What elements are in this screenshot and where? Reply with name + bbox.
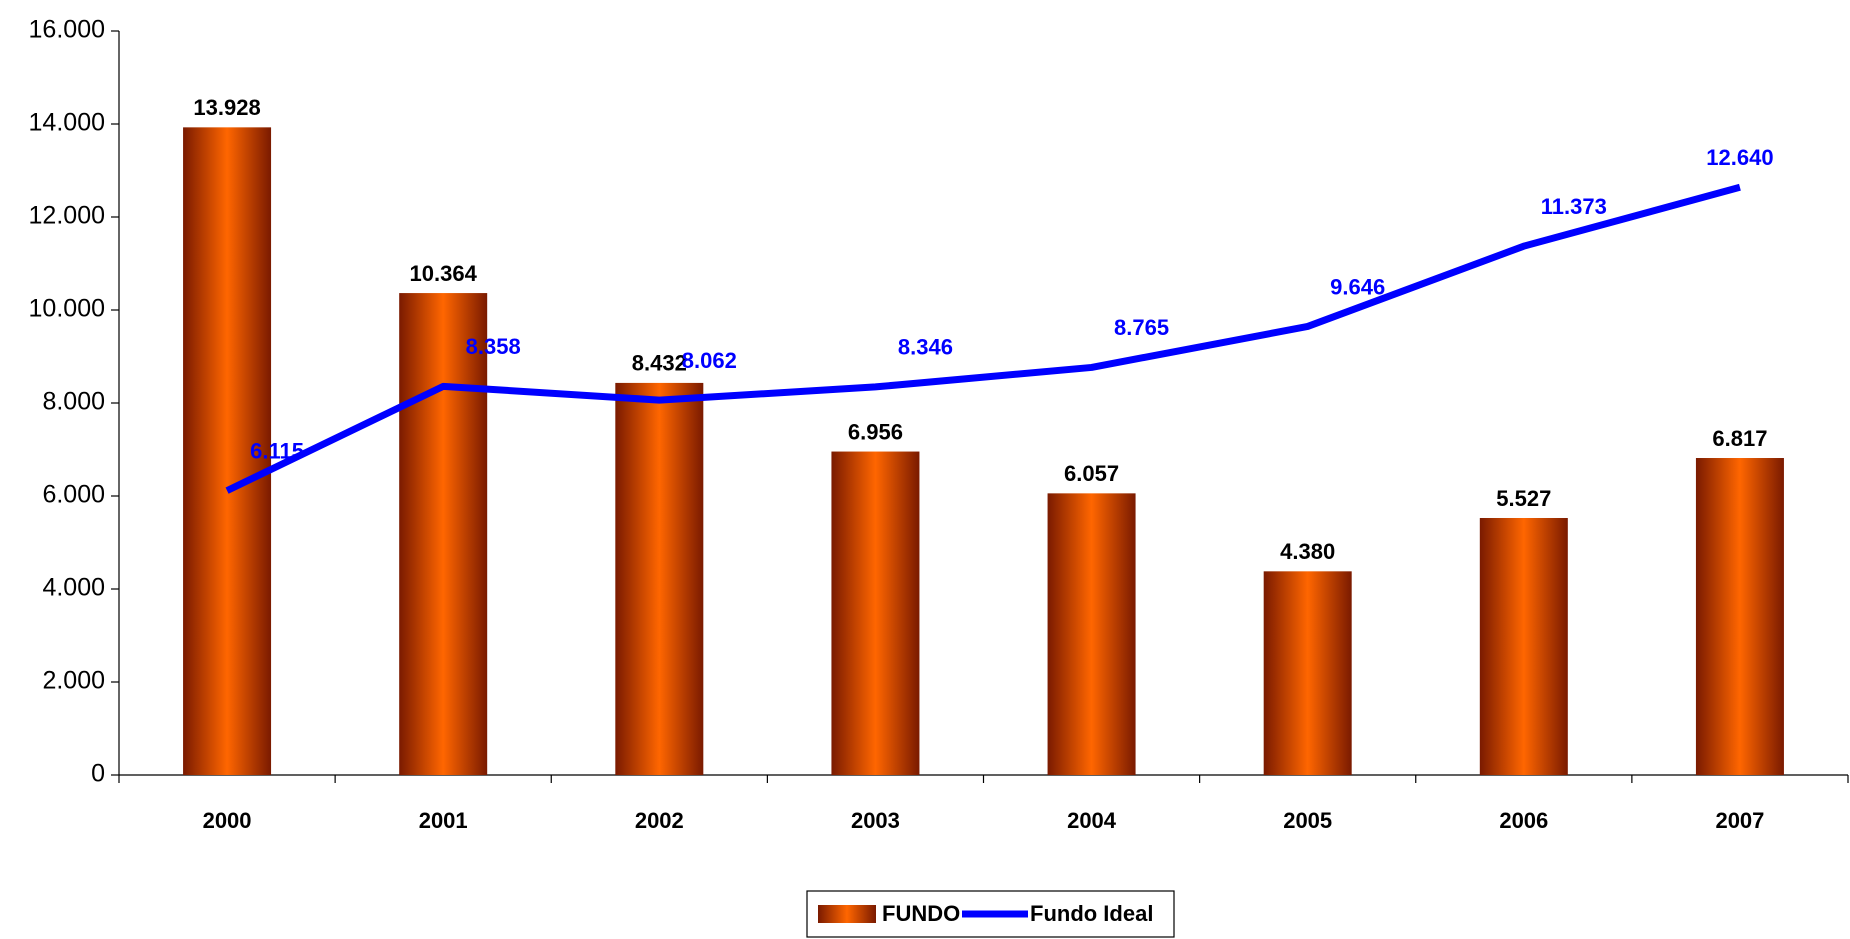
bar: [183, 127, 272, 775]
bar-value-label: 6.817: [1712, 426, 1767, 451]
legend-label: Fundo Ideal: [1030, 901, 1153, 926]
bar: [615, 382, 704, 775]
legend-label: FUNDO: [882, 901, 960, 926]
bar: [831, 451, 920, 775]
bar: [1047, 493, 1136, 775]
bar-value-label: 8.432: [632, 351, 687, 376]
line-value-label: 12.640: [1706, 145, 1773, 170]
bar-value-label: 6.956: [848, 419, 903, 444]
x-tick-label: 2005: [1283, 808, 1332, 833]
y-tick-label: 12.000: [29, 202, 105, 230]
bar-value-label: 6.057: [1064, 461, 1119, 486]
line-value-label: 8.358: [466, 334, 521, 359]
y-tick-label: 16.000: [29, 16, 105, 44]
line-value-label: 6.115: [250, 438, 304, 463]
y-tick-label: 14.000: [29, 109, 105, 137]
bar-value-label: 13.928: [193, 95, 260, 120]
line-value-label: 11.373: [1541, 194, 1607, 219]
y-tick-label: 6.000: [42, 481, 105, 509]
y-tick-label: 8.000: [42, 388, 105, 416]
bar-value-label: 5.527: [1496, 486, 1551, 511]
legend-swatch: [818, 905, 876, 923]
line-value-label: 8.765: [1114, 315, 1169, 340]
x-tick-label: 2003: [851, 808, 900, 833]
y-tick-label: 2.000: [42, 667, 105, 695]
x-tick-label: 2006: [1499, 808, 1548, 833]
bar: [1695, 458, 1784, 775]
y-tick-label: 10.000: [29, 295, 105, 323]
x-tick-label: 2004: [1067, 808, 1117, 833]
bar-value-label: 4.380: [1280, 539, 1335, 564]
x-tick-label: 2007: [1715, 808, 1764, 833]
line: [225, 183, 1741, 494]
line-value-label: 8.062: [682, 348, 737, 373]
y-tick-label: 0: [91, 760, 105, 788]
bar: [399, 293, 488, 775]
bar: [1479, 517, 1568, 775]
line-value-label: 8.346: [898, 335, 953, 360]
bar: [1263, 571, 1352, 775]
x-tick-label: 2000: [203, 808, 252, 833]
line-value-label: 9.646: [1330, 274, 1385, 299]
bar-value-label: 10.364: [410, 261, 478, 286]
x-tick-label: 2002: [635, 808, 684, 833]
y-tick-label: 4.000: [42, 574, 105, 602]
x-tick-label: 2001: [419, 808, 468, 833]
